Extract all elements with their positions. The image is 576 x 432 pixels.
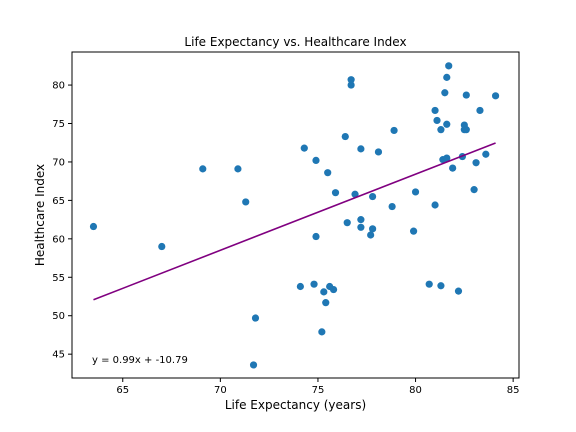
y-tick-label: 45 <box>52 350 65 361</box>
data-point <box>443 120 451 128</box>
data-point <box>312 232 320 241</box>
data-point <box>318 328 326 336</box>
data-point <box>312 156 320 165</box>
data-point <box>462 126 470 134</box>
data-point <box>341 132 349 141</box>
data-point <box>324 169 332 177</box>
data-point <box>300 144 308 152</box>
y-tick-label: 75 <box>52 119 65 130</box>
data-point <box>476 106 484 115</box>
data-point <box>431 106 439 115</box>
data-point <box>445 62 453 70</box>
data-point <box>369 225 377 233</box>
data-point <box>491 92 500 100</box>
data-point <box>409 227 418 235</box>
plot-area <box>89 62 500 369</box>
x-tick-label: 80 <box>409 385 422 396</box>
data-point <box>347 76 355 84</box>
data-points <box>89 62 500 369</box>
chart-title: Life Expectancy vs. Healthcare Index <box>184 35 406 49</box>
data-point <box>343 219 351 227</box>
data-point <box>449 164 457 172</box>
data-point <box>388 202 396 211</box>
x-tick-label: 65 <box>116 385 129 396</box>
data-point <box>462 91 470 99</box>
data-point <box>431 201 439 209</box>
data-point <box>443 73 451 81</box>
data-point <box>351 190 359 198</box>
data-point <box>158 242 166 251</box>
data-point <box>411 188 420 196</box>
data-point <box>437 126 445 134</box>
data-point <box>470 186 478 194</box>
data-point <box>472 159 480 167</box>
y-axis-label: Healthcare Index <box>33 164 47 266</box>
data-point <box>390 126 398 135</box>
x-tick-label: 75 <box>312 385 325 396</box>
y-tick-label: 80 <box>52 81 65 92</box>
x-tick-label: 85 <box>507 385 520 396</box>
y-tick-label: 60 <box>52 234 65 245</box>
x-axis-label: Life Expectancy (years) <box>225 398 366 412</box>
data-point <box>369 192 377 201</box>
y-tick-label: 65 <box>52 196 65 207</box>
regression-equation: y = 0.99x + -10.79 <box>92 355 188 366</box>
data-point <box>251 314 260 322</box>
data-point <box>329 285 338 294</box>
data-point <box>357 223 365 231</box>
data-point <box>347 81 355 89</box>
data-point <box>320 288 328 296</box>
regression-line <box>93 142 496 301</box>
data-point <box>443 154 451 162</box>
data-point <box>331 189 340 197</box>
axis-ticks: 65 70 75 80 85 45 50 55 60 65 70 75 80 <box>52 81 519 396</box>
data-point <box>357 145 365 153</box>
data-point <box>242 198 250 206</box>
data-point <box>249 361 258 369</box>
data-point <box>310 280 318 288</box>
y-tick-label: 70 <box>52 157 65 168</box>
y-tick-label: 55 <box>52 273 65 284</box>
x-tick-label: 70 <box>214 385 227 396</box>
data-point <box>437 282 445 290</box>
data-point <box>367 231 375 239</box>
data-point <box>89 222 98 231</box>
data-point <box>454 287 463 295</box>
data-point <box>234 165 242 173</box>
data-point <box>425 280 433 288</box>
data-point <box>296 282 304 291</box>
data-point <box>482 150 490 158</box>
data-point <box>374 148 383 156</box>
data-point <box>433 116 441 125</box>
data-point <box>357 216 365 224</box>
plot-frame <box>71 51 520 379</box>
data-point <box>322 299 330 307</box>
y-tick-label: 50 <box>52 311 65 322</box>
data-point <box>199 165 207 173</box>
data-point <box>441 89 449 97</box>
